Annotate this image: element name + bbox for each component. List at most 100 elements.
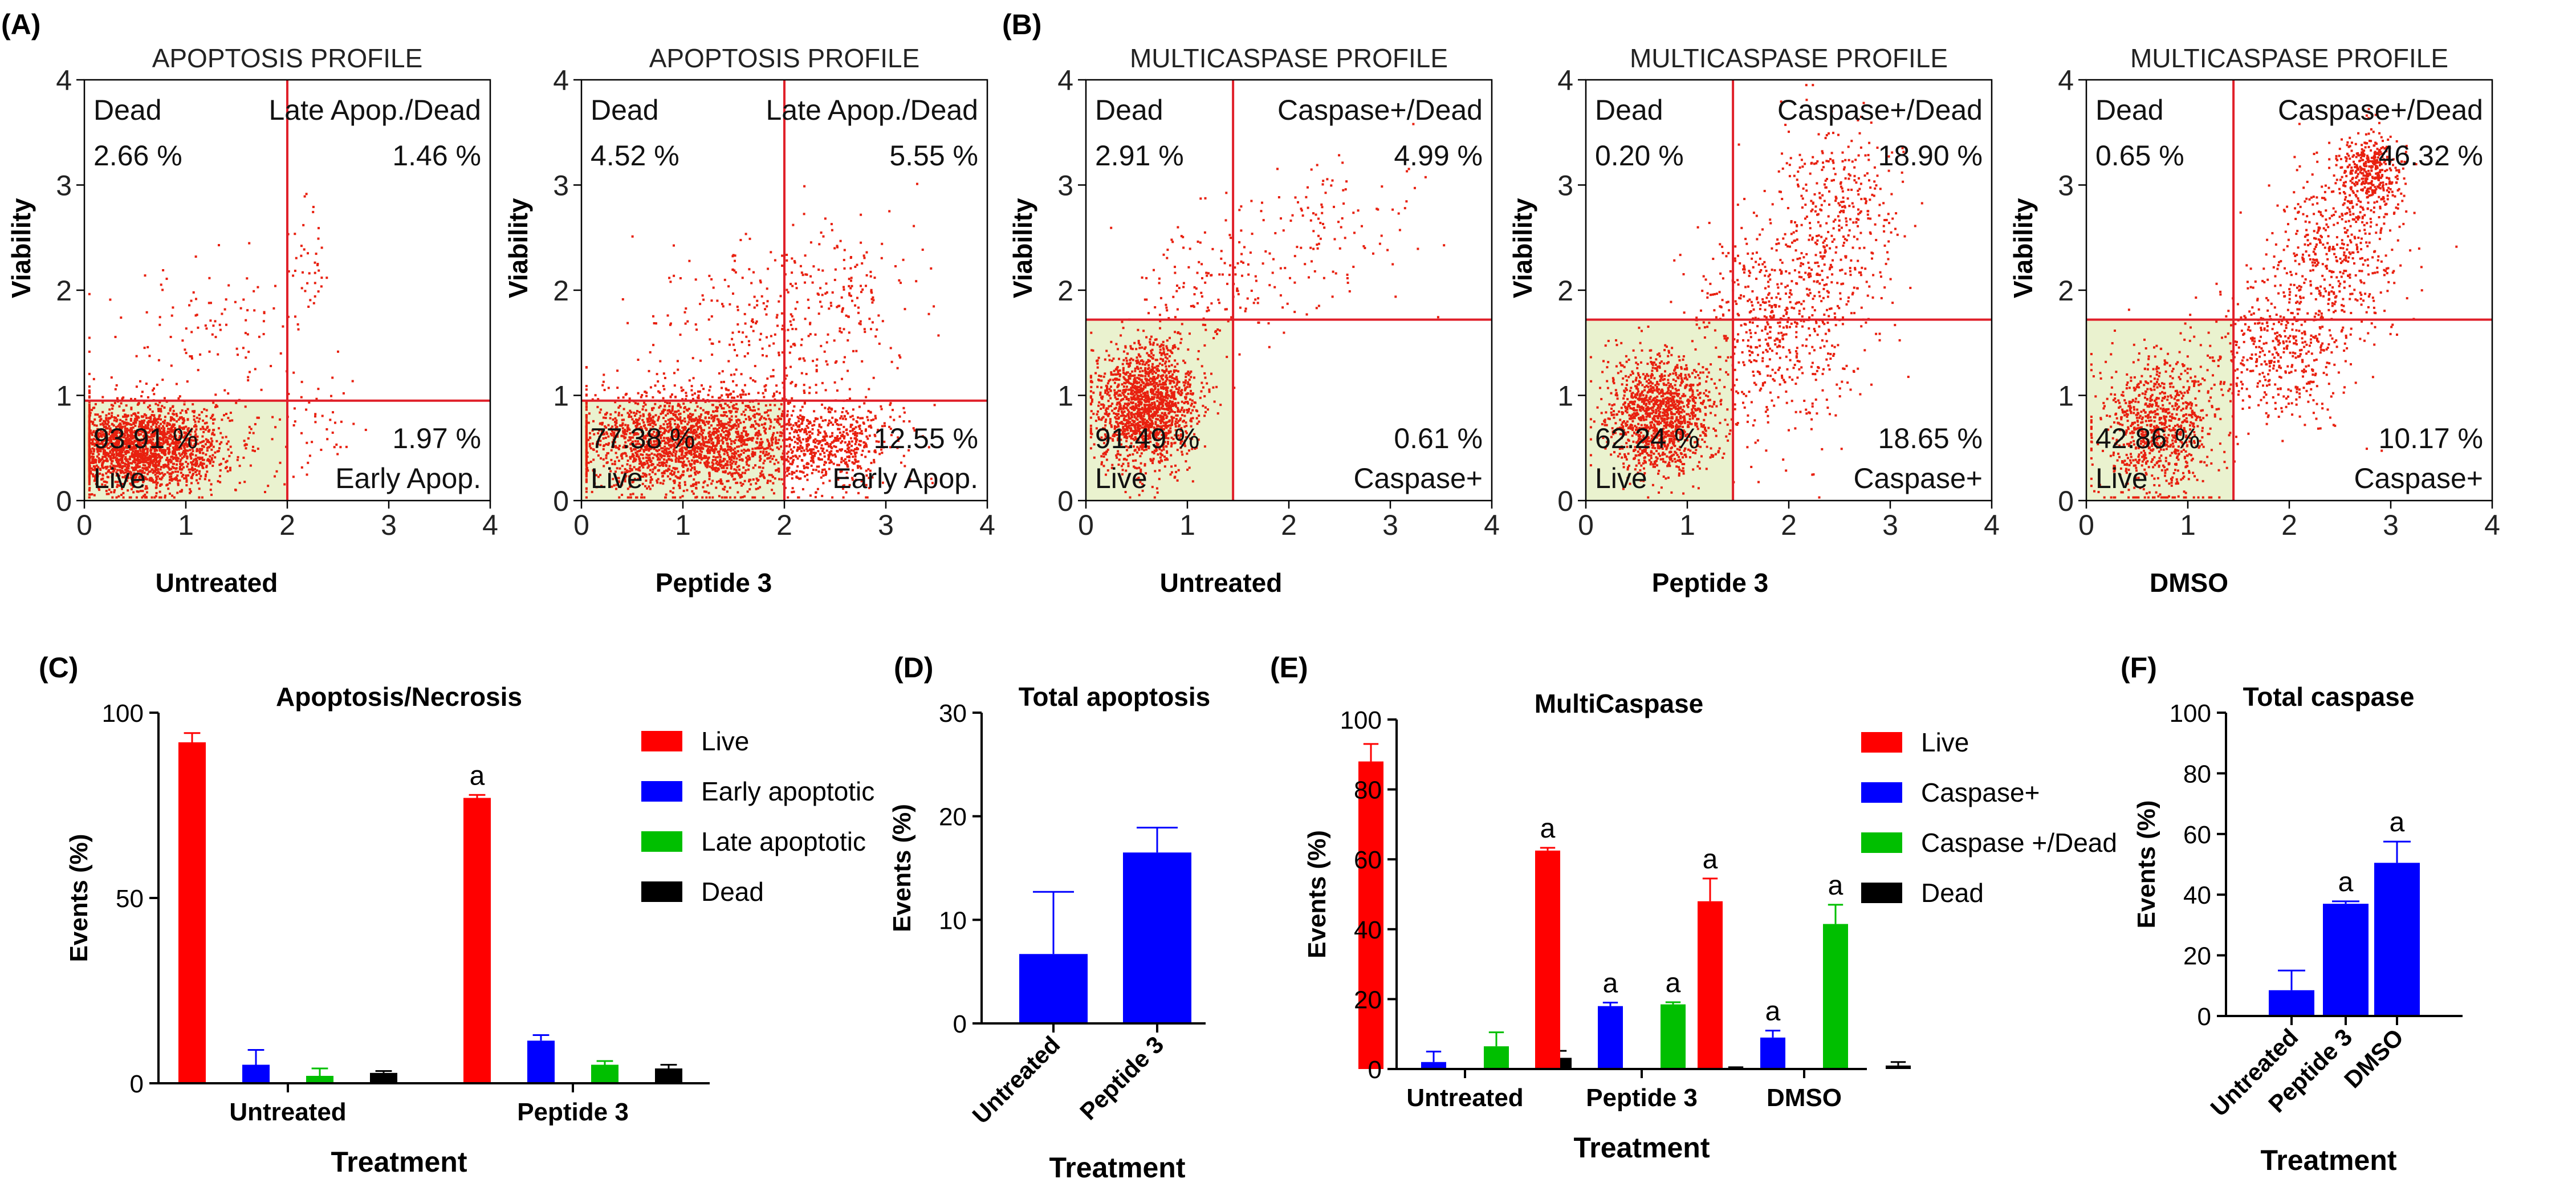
scatter-point [640, 453, 642, 456]
scatter-point [184, 434, 187, 437]
scatter-point [645, 395, 648, 397]
scatter-point [675, 426, 678, 429]
scatter-point [135, 459, 138, 461]
scatter-point [707, 456, 710, 459]
scatter-point [656, 464, 659, 466]
scatter-point [193, 425, 196, 428]
scatter-point [633, 457, 636, 460]
scatter-point [165, 436, 168, 439]
scatter-point [125, 446, 128, 449]
scatter-point [731, 405, 734, 408]
scatter-point [103, 480, 105, 483]
scatter-point [182, 449, 185, 452]
scatter-point [715, 486, 718, 489]
scatter-point [602, 431, 605, 434]
scatter-point [145, 427, 148, 430]
scatter-point [134, 476, 137, 479]
scatter-point [98, 446, 101, 449]
scatter-point [237, 456, 239, 458]
scatter-point [227, 284, 230, 287]
scatter-point [112, 429, 115, 432]
scatter-point [621, 494, 624, 496]
scatter-point [649, 433, 652, 436]
scatter-point [597, 454, 600, 457]
scatter-point [759, 418, 761, 421]
scatter-point [669, 418, 672, 421]
scatter-point [176, 456, 178, 459]
quadrant-value-top-right: 1.46 % [392, 140, 481, 172]
scatter-point [677, 403, 680, 405]
scatter-point [627, 427, 630, 430]
scatter-point [246, 309, 249, 312]
scatter-point [753, 416, 756, 418]
scatter-point [187, 474, 190, 477]
scatter-point [138, 433, 141, 436]
scatter-point [825, 470, 827, 473]
scatter-point [92, 475, 95, 478]
scatter-point [613, 463, 616, 466]
scatter-point [665, 459, 668, 462]
scatter-point [599, 422, 602, 425]
scatter-point [248, 242, 251, 245]
scatter-point [161, 288, 164, 291]
scatter-point [111, 468, 113, 470]
scatter-point [855, 440, 857, 443]
scatter-point [149, 428, 152, 431]
scatter-point [585, 468, 588, 471]
scatter-point [215, 404, 218, 407]
scatter-point [116, 469, 119, 472]
scatter-point [127, 422, 130, 425]
scatter-point [296, 323, 299, 326]
scatter-point [173, 456, 176, 459]
scatter-point [689, 401, 692, 404]
scatter-point [133, 434, 135, 437]
scatter-point [101, 456, 104, 458]
scatter-point [777, 421, 780, 424]
scatter-point [300, 466, 303, 469]
scatter-point [713, 417, 716, 420]
scatter-point [880, 408, 883, 411]
scatter-point [633, 420, 635, 423]
scatter-point [735, 421, 738, 424]
scatter-point [113, 401, 116, 404]
scatter-point [589, 447, 592, 450]
scatter-point [320, 449, 323, 451]
scatter-point [865, 435, 868, 438]
scatter-point [640, 475, 643, 478]
scatter-point [169, 416, 172, 418]
scatter-point [585, 437, 588, 440]
scatter-point [902, 420, 905, 422]
scatter-point [668, 465, 671, 468]
scatter-point [182, 466, 185, 469]
scatter-point [612, 445, 615, 448]
scatter-point [211, 454, 214, 457]
scatter-point [173, 448, 175, 450]
scatter-point [306, 441, 308, 444]
scatter-point [657, 453, 660, 456]
scatter-point [90, 442, 93, 445]
scatter-point [633, 412, 636, 414]
scatter-point [94, 444, 97, 446]
scatter-point [209, 455, 211, 458]
scatter-point [141, 475, 144, 478]
scatter-point [169, 433, 172, 436]
scatter-point [667, 441, 670, 444]
scatter-point [617, 480, 620, 483]
scatter-point [139, 456, 142, 459]
scatter-point [864, 456, 867, 458]
scatter-point [201, 425, 204, 428]
scatter-point [828, 411, 830, 413]
scatter-point [883, 440, 886, 443]
scatter-point [601, 384, 604, 387]
scatter-point [107, 447, 109, 450]
scatter-point [342, 392, 345, 395]
scatter-point [756, 434, 759, 437]
scatter-point [141, 438, 144, 441]
scatter-point [193, 439, 196, 442]
scatter-point [603, 373, 605, 376]
scatter-point [152, 389, 154, 392]
scatter-point [700, 458, 703, 461]
scatter-point [788, 432, 791, 435]
scatter-point [726, 452, 729, 454]
